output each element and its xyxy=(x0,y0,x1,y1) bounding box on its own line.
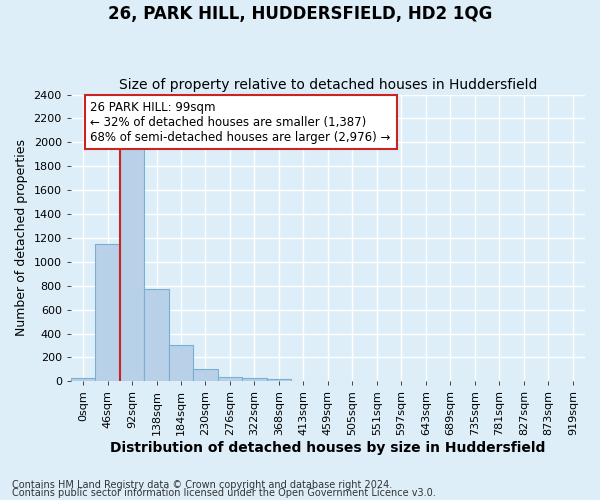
Bar xyxy=(120,147,144,382)
Bar xyxy=(242,378,267,382)
Text: 26 PARK HILL: 99sqm
← 32% of detached houses are smaller (1,387)
68% of semi-det: 26 PARK HILL: 99sqm ← 32% of detached ho… xyxy=(91,100,391,144)
Text: Contains public sector information licensed under the Open Government Licence v3: Contains public sector information licen… xyxy=(12,488,436,498)
Bar xyxy=(218,376,242,382)
Bar xyxy=(169,346,193,382)
Bar xyxy=(193,370,218,382)
Y-axis label: Number of detached properties: Number of detached properties xyxy=(15,140,28,336)
Bar xyxy=(95,244,120,382)
Bar xyxy=(267,379,291,382)
X-axis label: Distribution of detached houses by size in Huddersfield: Distribution of detached houses by size … xyxy=(110,441,545,455)
Text: 26, PARK HILL, HUDDERSFIELD, HD2 1QG: 26, PARK HILL, HUDDERSFIELD, HD2 1QG xyxy=(108,5,492,23)
Text: Contains HM Land Registry data © Crown copyright and database right 2024.: Contains HM Land Registry data © Crown c… xyxy=(12,480,392,490)
Title: Size of property relative to detached houses in Huddersfield: Size of property relative to detached ho… xyxy=(119,78,537,92)
Bar xyxy=(144,290,169,382)
Bar xyxy=(71,378,95,382)
